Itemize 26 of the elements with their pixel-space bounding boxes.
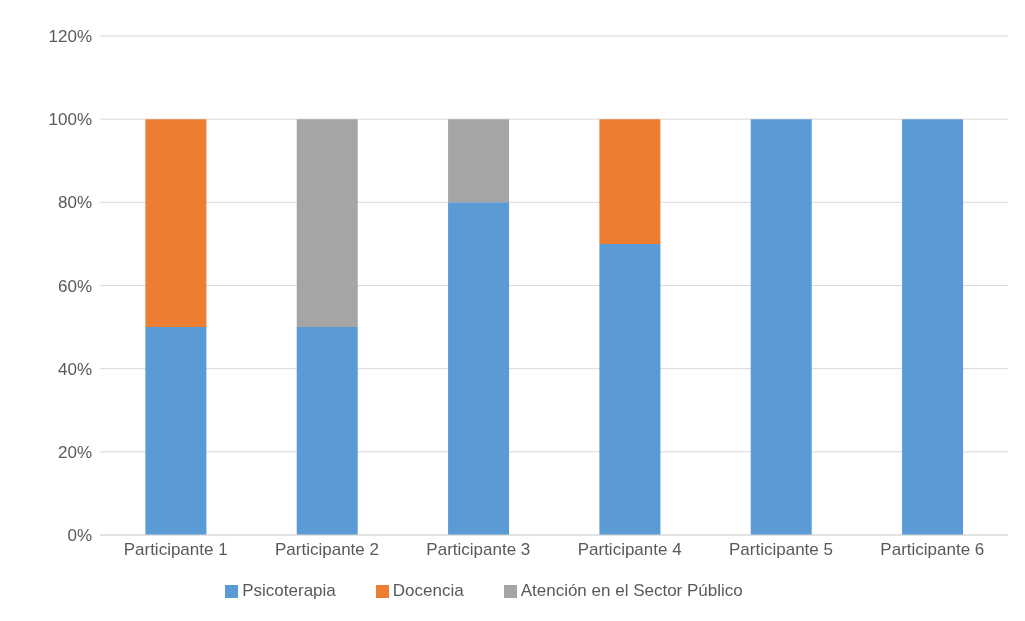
legend-label: Psicoterapia — [242, 581, 336, 600]
x-tick-label: Participante 2 — [275, 540, 379, 560]
bar — [448, 202, 510, 535]
x-tick-label: Participante 1 — [123, 540, 228, 560]
bar — [750, 119, 812, 535]
legend-label: Docencia — [392, 581, 464, 600]
bar — [448, 119, 510, 203]
y-tick-label: 0% — [67, 526, 92, 546]
y-tick-label: 100% — [48, 110, 92, 130]
bar — [296, 119, 358, 328]
y-tick-label: 60% — [57, 276, 92, 296]
bar — [599, 243, 661, 535]
y-tick-label: 120% — [48, 27, 92, 47]
bar — [296, 327, 358, 535]
legend-label: Atención en el Sector Público — [520, 581, 743, 600]
x-tick-label: Participante 6 — [880, 540, 985, 560]
x-tick-label: Participante 3 — [426, 540, 531, 560]
y-tick-label: 80% — [57, 193, 92, 213]
bar — [145, 119, 207, 328]
y-tick-label: 20% — [57, 442, 92, 462]
x-tick-label: Participante 4 — [577, 540, 682, 560]
bar — [599, 119, 661, 244]
bar — [902, 119, 964, 535]
bar — [145, 327, 207, 535]
x-tick-label: Participante 5 — [729, 540, 833, 560]
y-tick-label: 40% — [57, 359, 92, 379]
